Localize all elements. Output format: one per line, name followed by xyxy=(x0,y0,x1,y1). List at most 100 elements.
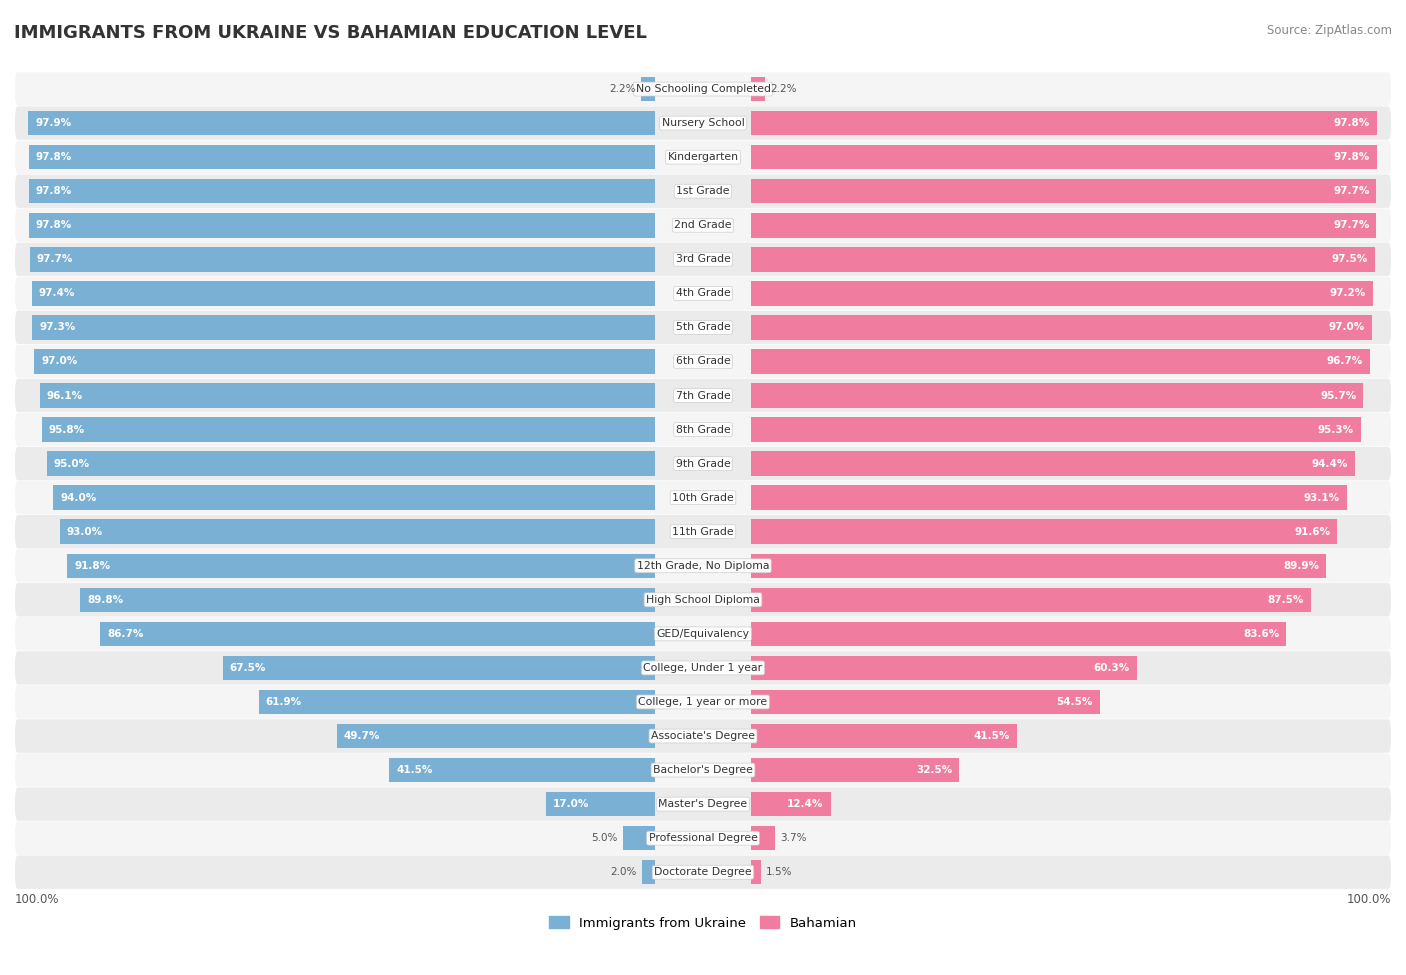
Bar xyxy=(42,417,655,442)
Text: 97.2%: 97.2% xyxy=(1330,289,1367,298)
FancyBboxPatch shape xyxy=(15,549,1391,582)
Text: 9th Grade: 9th Grade xyxy=(676,458,730,469)
Text: 2nd Grade: 2nd Grade xyxy=(675,220,731,230)
FancyBboxPatch shape xyxy=(15,175,1391,208)
Text: 94.0%: 94.0% xyxy=(60,492,97,503)
Text: High School Diploma: High School Diploma xyxy=(647,595,759,604)
Bar xyxy=(623,826,655,850)
Bar xyxy=(39,383,655,408)
Text: 95.3%: 95.3% xyxy=(1317,424,1354,435)
Bar xyxy=(641,77,655,101)
Bar xyxy=(751,689,1099,715)
Bar xyxy=(751,247,1375,272)
Text: No Schooling Completed: No Schooling Completed xyxy=(636,84,770,94)
Bar xyxy=(751,758,959,782)
Text: 7th Grade: 7th Grade xyxy=(676,391,730,401)
Text: Master's Degree: Master's Degree xyxy=(658,800,748,809)
Text: 10th Grade: 10th Grade xyxy=(672,492,734,503)
Text: 97.8%: 97.8% xyxy=(37,186,72,196)
Text: 86.7%: 86.7% xyxy=(107,629,143,639)
Bar xyxy=(337,723,655,748)
Bar xyxy=(643,860,655,884)
Text: 54.5%: 54.5% xyxy=(1057,697,1092,707)
Text: 100.0%: 100.0% xyxy=(1347,893,1391,907)
Text: Kindergarten: Kindergarten xyxy=(668,152,738,162)
Text: 2.2%: 2.2% xyxy=(609,84,636,94)
Bar xyxy=(224,655,655,681)
Bar xyxy=(751,349,1369,373)
Bar xyxy=(53,486,655,510)
Bar xyxy=(751,77,765,101)
Text: 3rd Grade: 3rd Grade xyxy=(675,254,731,264)
FancyBboxPatch shape xyxy=(15,720,1391,753)
Text: 93.0%: 93.0% xyxy=(66,526,103,536)
Bar xyxy=(751,723,1017,748)
Text: 96.7%: 96.7% xyxy=(1327,357,1362,367)
Bar xyxy=(751,588,1310,612)
Text: 95.0%: 95.0% xyxy=(53,458,90,469)
FancyBboxPatch shape xyxy=(15,140,1391,174)
Bar xyxy=(28,111,655,136)
Text: Professional Degree: Professional Degree xyxy=(648,834,758,843)
Bar xyxy=(32,281,655,305)
Text: 96.1%: 96.1% xyxy=(46,391,83,401)
Text: 97.8%: 97.8% xyxy=(1334,152,1369,162)
Text: 97.5%: 97.5% xyxy=(1331,254,1368,264)
Text: 97.9%: 97.9% xyxy=(35,118,72,128)
Bar xyxy=(751,655,1137,681)
Text: 97.8%: 97.8% xyxy=(37,220,72,230)
Text: 83.6%: 83.6% xyxy=(1243,629,1279,639)
Text: 2.2%: 2.2% xyxy=(770,84,797,94)
Text: 60.3%: 60.3% xyxy=(1094,663,1130,673)
Bar xyxy=(546,792,655,816)
Text: 89.9%: 89.9% xyxy=(1284,561,1319,570)
Text: GED/Equivalency: GED/Equivalency xyxy=(657,629,749,639)
FancyBboxPatch shape xyxy=(15,481,1391,515)
FancyBboxPatch shape xyxy=(15,685,1391,719)
FancyBboxPatch shape xyxy=(15,311,1391,344)
Bar xyxy=(751,520,1337,544)
FancyBboxPatch shape xyxy=(15,617,1391,650)
FancyBboxPatch shape xyxy=(15,209,1391,242)
Text: Nursery School: Nursery School xyxy=(662,118,744,128)
Bar xyxy=(751,451,1355,476)
Text: 100.0%: 100.0% xyxy=(15,893,59,907)
Bar xyxy=(751,826,775,850)
Text: 8th Grade: 8th Grade xyxy=(676,424,730,435)
Text: 61.9%: 61.9% xyxy=(266,697,302,707)
FancyBboxPatch shape xyxy=(15,583,1391,616)
Bar xyxy=(259,689,655,715)
Bar xyxy=(751,486,1347,510)
Bar xyxy=(30,145,655,170)
Bar xyxy=(30,247,655,272)
Text: 87.5%: 87.5% xyxy=(1268,595,1305,604)
Bar xyxy=(60,520,655,544)
Text: 97.8%: 97.8% xyxy=(1334,118,1369,128)
Text: College, 1 year or more: College, 1 year or more xyxy=(638,697,768,707)
Text: 94.4%: 94.4% xyxy=(1312,458,1348,469)
FancyBboxPatch shape xyxy=(15,106,1391,139)
Text: 49.7%: 49.7% xyxy=(343,731,380,741)
Text: Source: ZipAtlas.com: Source: ZipAtlas.com xyxy=(1267,24,1392,37)
Bar xyxy=(751,417,1361,442)
FancyBboxPatch shape xyxy=(15,345,1391,378)
FancyBboxPatch shape xyxy=(15,72,1391,105)
Text: 17.0%: 17.0% xyxy=(553,800,589,809)
Text: 5th Grade: 5th Grade xyxy=(676,323,730,332)
Bar xyxy=(751,179,1376,204)
Text: College, Under 1 year: College, Under 1 year xyxy=(644,663,762,673)
Bar xyxy=(46,451,655,476)
FancyBboxPatch shape xyxy=(15,412,1391,447)
Text: 41.5%: 41.5% xyxy=(973,731,1010,741)
Text: 11th Grade: 11th Grade xyxy=(672,526,734,536)
FancyBboxPatch shape xyxy=(15,855,1391,889)
Bar xyxy=(751,111,1376,136)
Text: 97.4%: 97.4% xyxy=(38,289,75,298)
Text: 5.0%: 5.0% xyxy=(591,834,617,843)
Text: 95.8%: 95.8% xyxy=(49,424,84,435)
Bar xyxy=(751,315,1372,339)
Bar xyxy=(751,622,1286,646)
Text: IMMIGRANTS FROM UKRAINE VS BAHAMIAN EDUCATION LEVEL: IMMIGRANTS FROM UKRAINE VS BAHAMIAN EDUC… xyxy=(14,24,647,42)
Text: 12th Grade, No Diploma: 12th Grade, No Diploma xyxy=(637,561,769,570)
Text: 3.7%: 3.7% xyxy=(780,834,807,843)
